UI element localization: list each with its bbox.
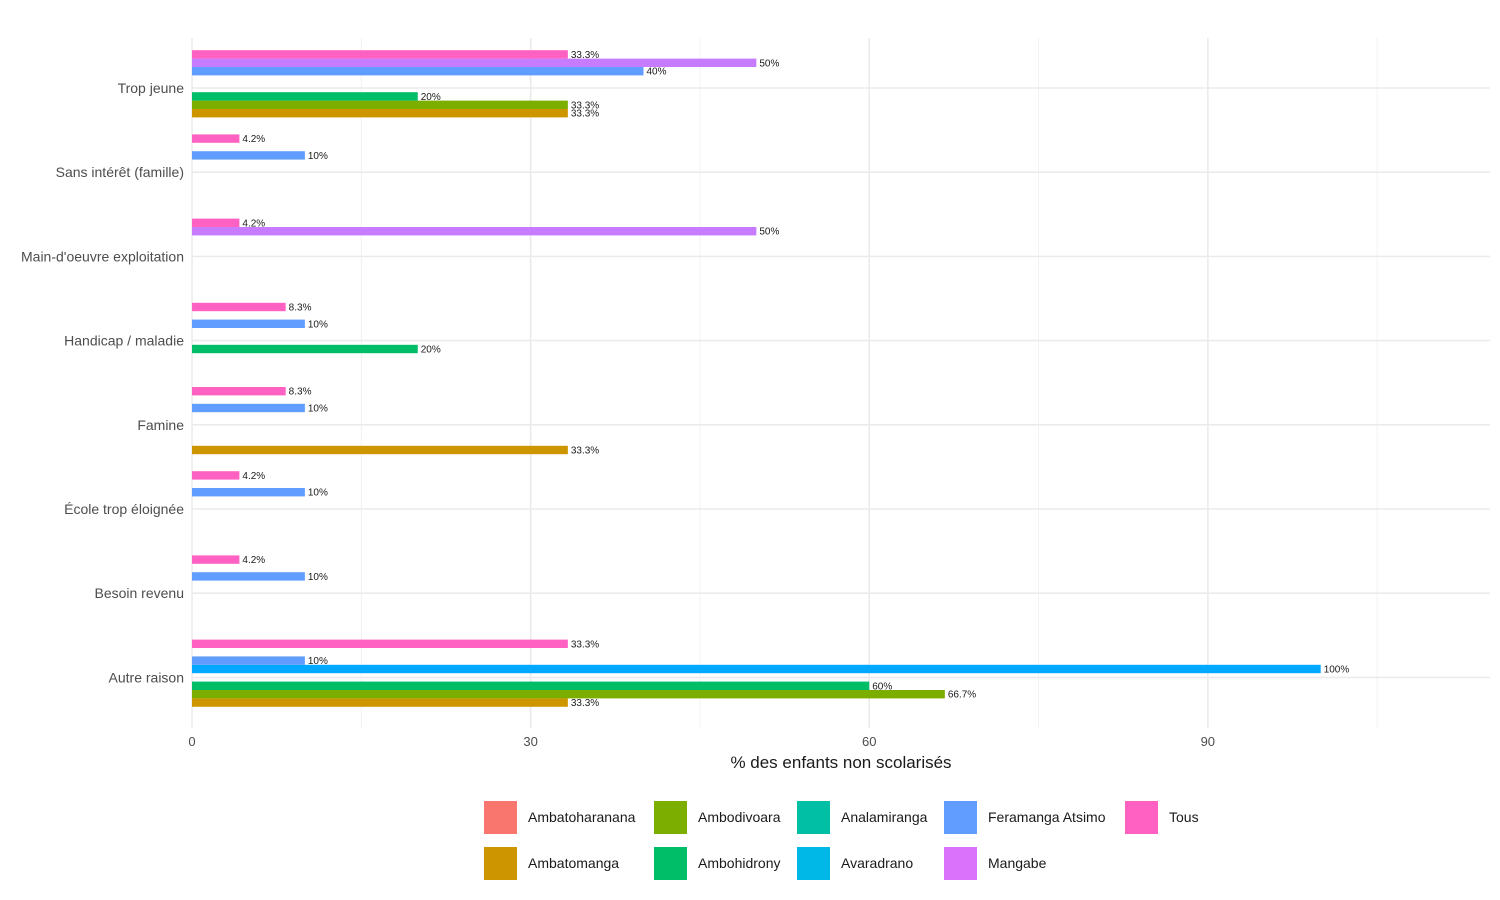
legend-item-ambodivoara: Ambodivoara xyxy=(654,801,781,834)
data-label-ambohidrony-handicap-maladie: 20% xyxy=(421,345,441,356)
data-label-feramanga-atsimo-trop-jeune: 40% xyxy=(646,67,666,78)
legend-swatch xyxy=(797,801,830,834)
legend-swatch xyxy=(484,847,517,880)
data-label-ambatomanga-famine: 33.3% xyxy=(571,446,599,457)
data-label-feramanga-atsimo-famine: 10% xyxy=(308,404,328,415)
data-label-ambodivoara-trop-jeune: 33.3% xyxy=(571,100,599,111)
legend-label: Ambatoharanana xyxy=(528,809,636,825)
legend-item-ambatoharanana: Ambatoharanana xyxy=(484,801,636,834)
bar-ambatomanga-trop-jeune xyxy=(192,109,568,118)
legend-label: Ambodivoara xyxy=(698,809,781,825)
bar-ambohidrony-autre-raison xyxy=(192,681,870,690)
y-tick-label: École trop éloignée xyxy=(64,501,184,517)
y-tick-label: Besoin revenu xyxy=(94,585,184,601)
bar-tous-main-d-oeuvre-exploitation xyxy=(192,218,240,227)
bar-tous-trop-jeune xyxy=(192,50,568,59)
data-label-avaradrano-autre-raison: 100% xyxy=(1324,665,1350,676)
data-label-feramanga-atsimo-sans-interet-famille: 10% xyxy=(308,151,328,162)
bar-tous-sans-interet-famille xyxy=(192,134,240,143)
x-tick-label: 30 xyxy=(523,734,537,749)
bar-feramanga-atsimo-sans-interet-famille xyxy=(192,151,305,160)
legend-swatch xyxy=(944,847,977,880)
data-label-ambatomanga-autre-raison: 33.3% xyxy=(571,698,599,709)
y-tick-label: Main-d'oeuvre exploitation xyxy=(21,248,184,264)
legend-item-analamiranga: Analamiranga xyxy=(797,801,928,834)
y-tick-label: Autre raison xyxy=(109,669,184,685)
legend-label: Analamiranga xyxy=(841,809,928,825)
data-label-feramanga-atsimo-autre-raison: 10% xyxy=(308,656,328,667)
legend-item-avaradrano: Avaradrano xyxy=(797,847,913,880)
bar-feramanga-atsimo-ecole-trop-eloignee xyxy=(192,488,305,497)
data-label-tous-trop-jeune: 33.3% xyxy=(571,50,599,61)
bar-feramanga-atsimo-famine xyxy=(192,403,305,413)
y-tick-label: Trop jeune xyxy=(118,80,185,96)
y-tick-label: Sans intérêt (famille) xyxy=(56,164,184,180)
legend-label: Avaradrano xyxy=(841,855,913,871)
bar-ambatomanga-autre-raison xyxy=(192,698,568,707)
x-axis-tick-labels: 0 30 60 90 xyxy=(188,734,1215,749)
data-label-ambodivoara-autre-raison: 66.7% xyxy=(948,690,976,701)
legend-item-mangabe: Mangabe xyxy=(944,847,1047,880)
data-label-feramanga-atsimo-handicap-maladie: 10% xyxy=(308,319,328,330)
bar-tous-ecole-trop-eloignee xyxy=(192,471,240,480)
legend-swatch xyxy=(797,847,830,880)
y-tick-label: Handicap / maladie xyxy=(64,333,184,349)
bar-tous-famine xyxy=(192,387,286,396)
legend-label: Feramanga Atsimo xyxy=(988,809,1106,825)
legend-swatch xyxy=(1125,801,1158,834)
bar-ambodivoara-autre-raison xyxy=(192,690,945,699)
data-label-mangabe-main-d-oeuvre-exploitation: 50% xyxy=(759,227,779,238)
data-label-tous-autre-raison: 33.3% xyxy=(571,639,599,650)
bar-feramanga-atsimo-handicap-maladie xyxy=(192,319,305,328)
x-tick-label: 0 xyxy=(188,734,195,749)
bar-tous-besoin-revenu xyxy=(192,555,240,564)
bar-mangabe-main-d-oeuvre-exploitation xyxy=(192,227,757,236)
x-tick-label: 60 xyxy=(862,734,876,749)
data-label-feramanga-atsimo-besoin-revenu: 10% xyxy=(308,572,328,583)
data-label-tous-besoin-revenu: 4.2% xyxy=(242,555,265,566)
legend-swatch xyxy=(654,801,687,834)
bar-ambodivoara-trop-jeune xyxy=(192,100,568,109)
bar-ambohidrony-handicap-maladie xyxy=(192,344,418,354)
legend-label: Tous xyxy=(1169,809,1199,825)
x-axis-title: % des enfants non scolarisés xyxy=(730,753,951,772)
data-label-tous-ecole-trop-eloignee: 4.2% xyxy=(242,471,265,482)
data-label-mangabe-trop-jeune: 50% xyxy=(759,58,779,69)
data-label-tous-handicap-maladie: 8.3% xyxy=(289,303,312,314)
legend-swatch xyxy=(484,801,517,834)
bar-mangabe-trop-jeune xyxy=(192,58,757,67)
data-label-tous-sans-interet-famille: 4.2% xyxy=(242,134,265,145)
legend-swatch xyxy=(654,847,687,880)
bars xyxy=(192,50,1321,707)
legend-swatch xyxy=(944,801,977,834)
bar-avaradrano-autre-raison xyxy=(192,664,1321,674)
legend-item-ambatomanga: Ambatomanga xyxy=(484,847,619,880)
legend-item-tous: Tous xyxy=(1125,801,1199,834)
y-axis-category-labels: Trop jeune Sans intérêt (famille) Main-d'o… xyxy=(21,80,184,685)
bar-feramanga-atsimo-besoin-revenu xyxy=(192,572,305,581)
data-label-tous-main-d-oeuvre-exploitation: 4.2% xyxy=(242,218,265,229)
legend-item-ambohidrony: Ambohidrony xyxy=(654,847,781,880)
data-label-feramanga-atsimo-ecole-trop-eloignee: 10% xyxy=(308,488,328,499)
grid-lines xyxy=(191,38,1490,728)
data-label-ambohidrony-trop-jeune: 20% xyxy=(421,92,441,103)
bar-ambohidrony-trop-jeune xyxy=(192,92,418,101)
y-tick-label: Famine xyxy=(137,417,184,433)
legend-label: Mangabe xyxy=(988,855,1047,871)
bar-feramanga-atsimo-autre-raison xyxy=(192,656,305,665)
data-label-tous-famine: 8.3% xyxy=(289,387,312,398)
bar-ambatomanga-famine xyxy=(192,445,568,455)
bar-tous-autre-raison xyxy=(192,639,568,648)
legend-label: Ambohidrony xyxy=(698,855,781,871)
bar-feramanga-atsimo-trop-jeune xyxy=(192,67,644,76)
legend: Ambatoharanana Ambodivoara Analamiranga Fer… xyxy=(484,801,1199,880)
bar-tous-handicap-maladie xyxy=(192,302,286,312)
data-label-ambatomanga-trop-jeune: 33.3% xyxy=(571,109,599,120)
legend-label: Ambatomanga xyxy=(528,855,619,871)
data-label-ambohidrony-autre-raison: 60% xyxy=(872,681,892,692)
x-tick-label: 90 xyxy=(1201,734,1215,749)
data-labels: 33.3%33.3%20%40%50%33.3%10%4.2%50%4.2%20… xyxy=(242,50,1349,709)
legend-item-feramanga-atsimo: Feramanga Atsimo xyxy=(944,801,1106,834)
